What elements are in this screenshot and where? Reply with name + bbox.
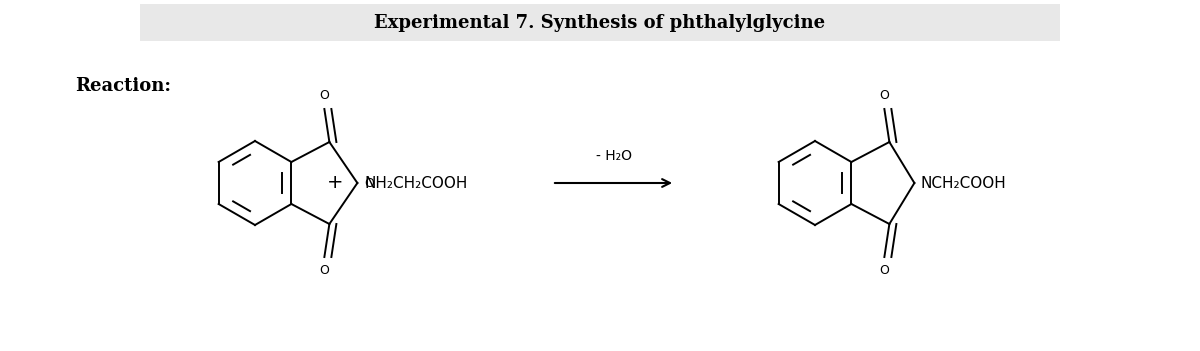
- Text: Reaction:: Reaction:: [74, 77, 172, 95]
- Text: Experimental 7. Synthesis of phthalylglycine: Experimental 7. Synthesis of phthalylgly…: [374, 13, 826, 32]
- Text: O: O: [365, 177, 374, 190]
- Text: O: O: [880, 264, 889, 277]
- Text: NCH₂COOH: NCH₂COOH: [920, 176, 1006, 191]
- Text: NH₂CH₂COOH: NH₂CH₂COOH: [365, 176, 468, 191]
- Text: O: O: [319, 264, 329, 277]
- Text: +: +: [326, 173, 343, 192]
- Text: O: O: [319, 89, 329, 102]
- Text: - H₂O: - H₂O: [595, 149, 631, 163]
- Bar: [140, 4, 1060, 41]
- Text: O: O: [880, 89, 889, 102]
